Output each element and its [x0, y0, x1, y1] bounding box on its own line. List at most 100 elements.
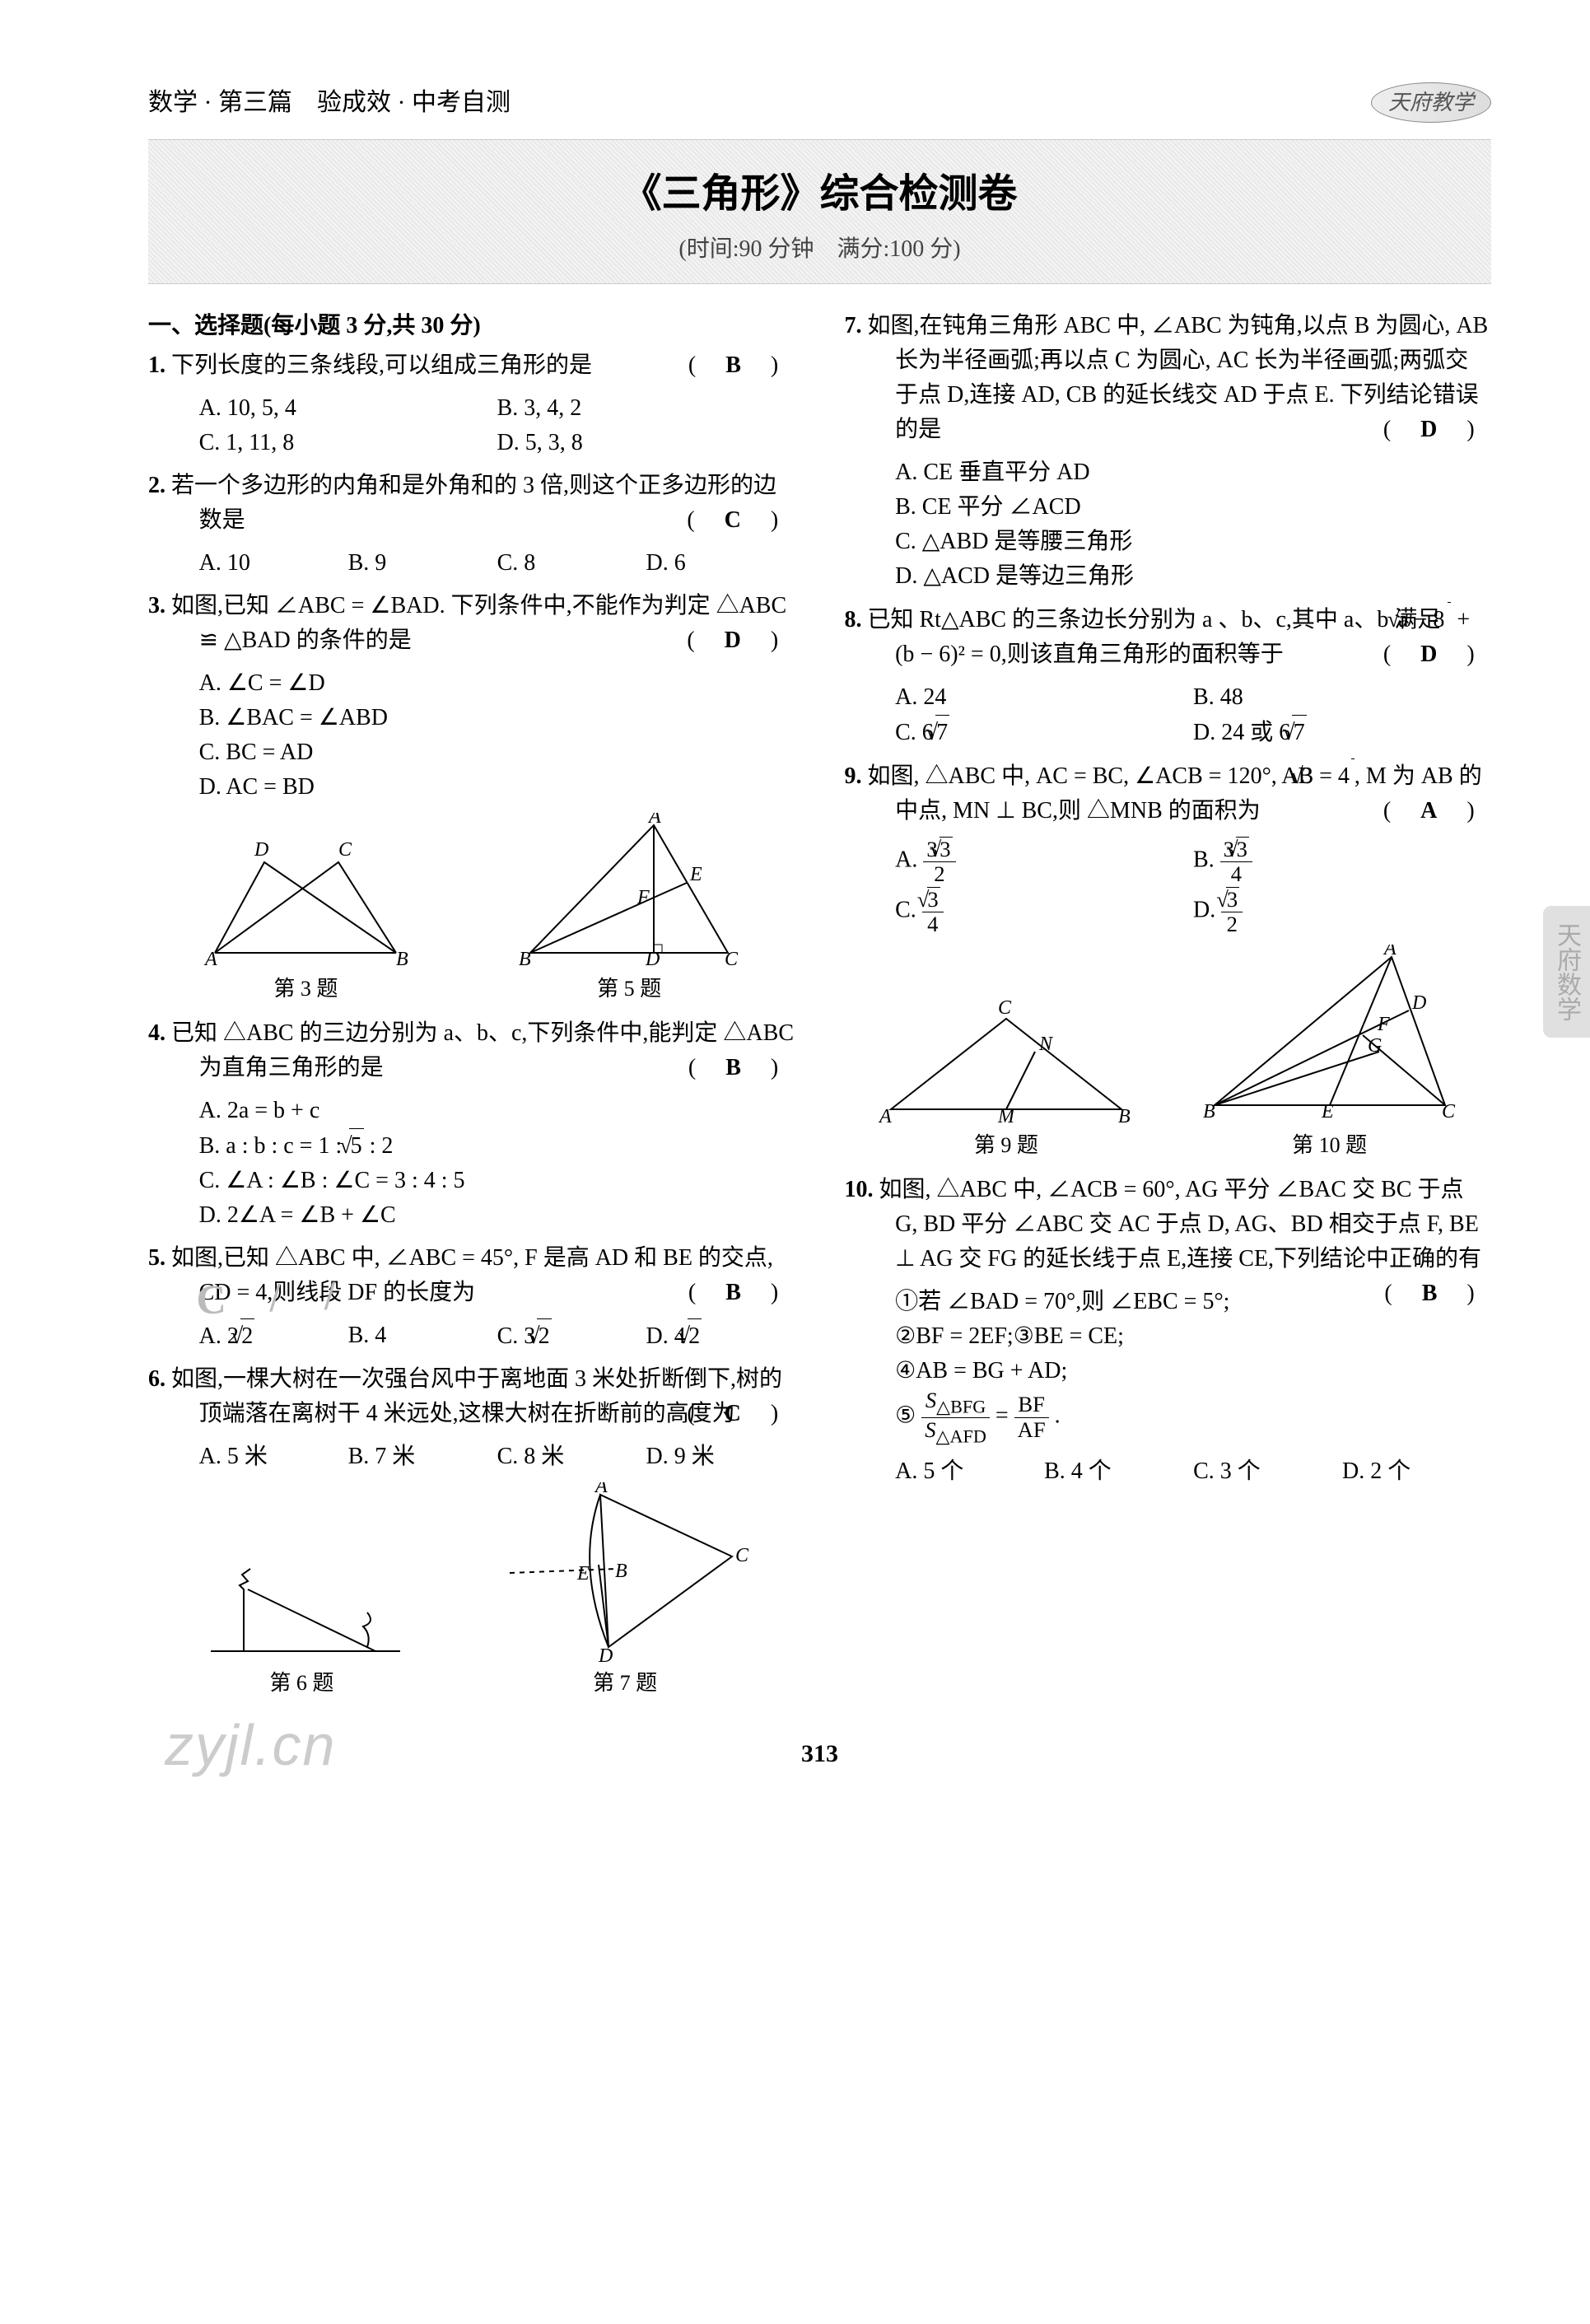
- question-5: 5. 如图,已知 △ABC 中, ∠ABC = 45°, F 是高 AD 和 B…: [148, 1241, 795, 1310]
- q8-optA: A. 24: [895, 680, 1193, 715]
- svg-text:F: F: [636, 887, 650, 908]
- svg-text:A: A: [647, 813, 661, 828]
- svg-text:E: E: [1321, 1101, 1334, 1122]
- q8-num: 8.: [845, 607, 862, 632]
- q3-optC: C. BC = AD: [199, 735, 795, 770]
- question-6: 6. 如图,一棵大树在一次强台风中于离地面 3 米处折断倒下,树的顶端落在离树干…: [148, 1362, 795, 1431]
- q7-answer-slot: ( D ): [1434, 413, 1491, 447]
- q4-answer-slot: ( B ): [739, 1051, 795, 1085]
- q1-options: A. 10, 5, 4 B. 3, 4, 2 C. 1, 11, 8 D. 5,…: [148, 391, 795, 460]
- q4-optC: C. ∠A : ∠B : ∠C = 3 : 4 : 5: [199, 1164, 795, 1198]
- q6-optB: B. 7 米: [348, 1440, 497, 1474]
- svg-text:M: M: [997, 1106, 1016, 1126]
- svg-text:N: N: [1038, 1034, 1054, 1055]
- q10-answer-slot: ( B ): [1435, 1276, 1491, 1311]
- q9-num: 9.: [845, 763, 862, 789]
- left-column: 一、选择题(每小题 3 分,共 30 分) 1. 下列长度的三条线段,可以组成三…: [148, 309, 795, 1710]
- q4-num: 4.: [148, 1020, 166, 1046]
- triangle-diagram-icon: AMB CN: [874, 986, 1138, 1126]
- breadcrumb: 数学 · 第三篇 验成效 · 中考自测: [148, 84, 511, 121]
- svg-text:A: A: [1383, 945, 1396, 959]
- q8-optB: B. 48: [1193, 680, 1491, 715]
- q10-optD: D. 2 个: [1342, 1454, 1491, 1489]
- title-banner: 《三角形》综合检测卷 (时间:90 分钟 满分:100 分): [148, 139, 1491, 284]
- q1-optA: A. 10, 5, 4: [199, 391, 497, 426]
- question-4: 4. 已知 △ABC 的三边分别为 a、b、c,下列条件中,能判定 △ABC 为…: [148, 1016, 795, 1085]
- svg-text:C: C: [735, 1545, 748, 1566]
- question-7: 7. 如图,在钝角三角形 ABC 中, ∠ABC 为钝角,以点 B 为圆心, A…: [845, 309, 1492, 447]
- q1-optB: B. 3, 4, 2: [497, 391, 795, 426]
- tree-diagram-icon: [194, 1515, 408, 1664]
- fig6-cap: 第 6 题: [194, 1667, 408, 1699]
- q4-optA: A. 2a = b + c: [199, 1094, 795, 1128]
- fig5-cap: 第 5 题: [514, 973, 744, 1005]
- svg-text:C: C: [725, 949, 739, 969]
- q9-optC: C. 34: [895, 887, 1193, 937]
- brand-logo: 天府教学: [1371, 82, 1491, 123]
- exam-subtitle: (时间:90 分钟 满分:100 分): [148, 232, 1491, 267]
- page-number: 313: [148, 1735, 1491, 1772]
- q1-answer-slot: ( B ): [739, 348, 795, 383]
- svg-text:B: B: [615, 1561, 627, 1582]
- question-1: 1. 下列长度的三条线段,可以组成三角形的是 ( B ): [148, 348, 795, 383]
- q8-options: A. 24 B. 48 C. 67 D. 24 或 67: [845, 680, 1492, 750]
- q5-answer-slot: ( B ): [739, 1276, 795, 1310]
- q7-options: A. CE 垂直平分 AD B. CE 平分 ∠ACD C. △ABD 是等腰三…: [845, 455, 1492, 594]
- q10-options: A. 5 个 B. 4 个 C. 3 个 D. 2 个: [845, 1454, 1492, 1489]
- q2-optA: A. 10: [199, 546, 348, 581]
- svg-text:C: C: [998, 997, 1012, 1019]
- q3-optD: D. AC = BD: [199, 770, 795, 805]
- fig-row-3-5: A B D C 第 3 题 B D: [148, 813, 795, 1005]
- q9-optA: A. 332: [895, 837, 1193, 887]
- q10-optA: A. 5 个: [895, 1454, 1044, 1489]
- svg-text:B: B: [396, 949, 408, 969]
- svg-text:B: B: [1203, 1101, 1215, 1122]
- svg-text:D: D: [254, 839, 268, 861]
- q1-text: 下列长度的三条线段,可以组成三角形的是: [171, 352, 592, 378]
- q10-text: 如图, △ABC 中, ∠ACB = 60°, AG 平分 ∠BAC 交 BC …: [879, 1177, 1482, 1272]
- q2-answer-slot: ( C ): [738, 503, 795, 538]
- q6-options: A. 5 米 B. 7 米 C. 8 米 D. 9 米: [148, 1440, 795, 1474]
- q1-num: 1.: [148, 352, 166, 378]
- q6-text: 如图,一棵大树在一次强台风中于离地面 3 米处折断倒下,树的顶端落在离树干 4 …: [171, 1366, 782, 1426]
- figure-q9: AMB CN 第 9 题: [874, 986, 1138, 1161]
- svg-text:B: B: [1118, 1106, 1131, 1126]
- q6-optD: D. 9 米: [646, 1440, 795, 1474]
- q3-optA: A. ∠C = ∠D: [199, 666, 795, 701]
- q5-optB: B. 4: [348, 1318, 497, 1354]
- svg-text:G: G: [1368, 1035, 1382, 1057]
- q2-options: A. 10 B. 9 C. 8 D. 6: [148, 546, 795, 581]
- q6-optC: C. 8 米: [497, 1440, 646, 1474]
- q3-optB: B. ∠BAC = ∠ABD: [199, 701, 795, 735]
- q5-optC: C. 32: [497, 1318, 646, 1354]
- q8-optC: C. 67: [895, 715, 1193, 750]
- q2-optD: D. 6: [646, 546, 795, 581]
- question-9: 9. 如图, △ABC 中, AC = BC, ∠ACB = 120°, AB …: [845, 758, 1492, 828]
- q2-text: 若一个多边形的内角和是外角和的 3 倍,则这个正多边形的边数是: [171, 473, 776, 533]
- svg-text:A: A: [594, 1482, 608, 1497]
- q9-answer-slot: ( A ): [1434, 794, 1491, 828]
- q6-num: 6.: [148, 1366, 166, 1392]
- side-tab: 天府数学: [1543, 906, 1590, 1038]
- q10-s5: ⑤ S△BFG S△AFD = BF AF .: [895, 1388, 1491, 1446]
- right-column: 7. 如图,在钝角三角形 ABC 中, ∠ABC 为钝角,以点 B 为圆心, A…: [845, 309, 1492, 1710]
- q5-num: 5.: [148, 1245, 166, 1271]
- svg-text:D: D: [1411, 992, 1426, 1014]
- svg-text:E: E: [576, 1563, 590, 1584]
- svg-text:C: C: [338, 839, 352, 861]
- fig3-cap: 第 3 题: [198, 973, 413, 1005]
- fig-row-6-7: 第 6 题 A C D B E: [148, 1482, 795, 1699]
- figure-q10: BCA DE GF 第 10 题: [1198, 945, 1462, 1161]
- q10-s3: ④AB = BG + AD;: [895, 1354, 1491, 1388]
- q7-num: 7.: [845, 313, 862, 338]
- q6-optA: A. 5 米: [199, 1440, 348, 1474]
- svg-text:E: E: [689, 864, 702, 885]
- q4-optB: B. a : b : c = 1 : 5 : 2: [199, 1128, 795, 1164]
- question-2: 2. 若一个多边形的内角和是外角和的 3 倍,则这个正多边形的边数是 ( C ): [148, 469, 795, 538]
- svg-text:A: A: [203, 949, 217, 969]
- q2-optB: B. 9: [348, 546, 497, 581]
- figure-q3: A B D C 第 3 题: [198, 829, 413, 1005]
- q7-optC: C. △ABD 是等腰三角形: [895, 525, 1491, 559]
- q10-s2: ②BF = 2EF;③BE = CE;: [895, 1319, 1491, 1354]
- q10-num: 10.: [845, 1177, 874, 1202]
